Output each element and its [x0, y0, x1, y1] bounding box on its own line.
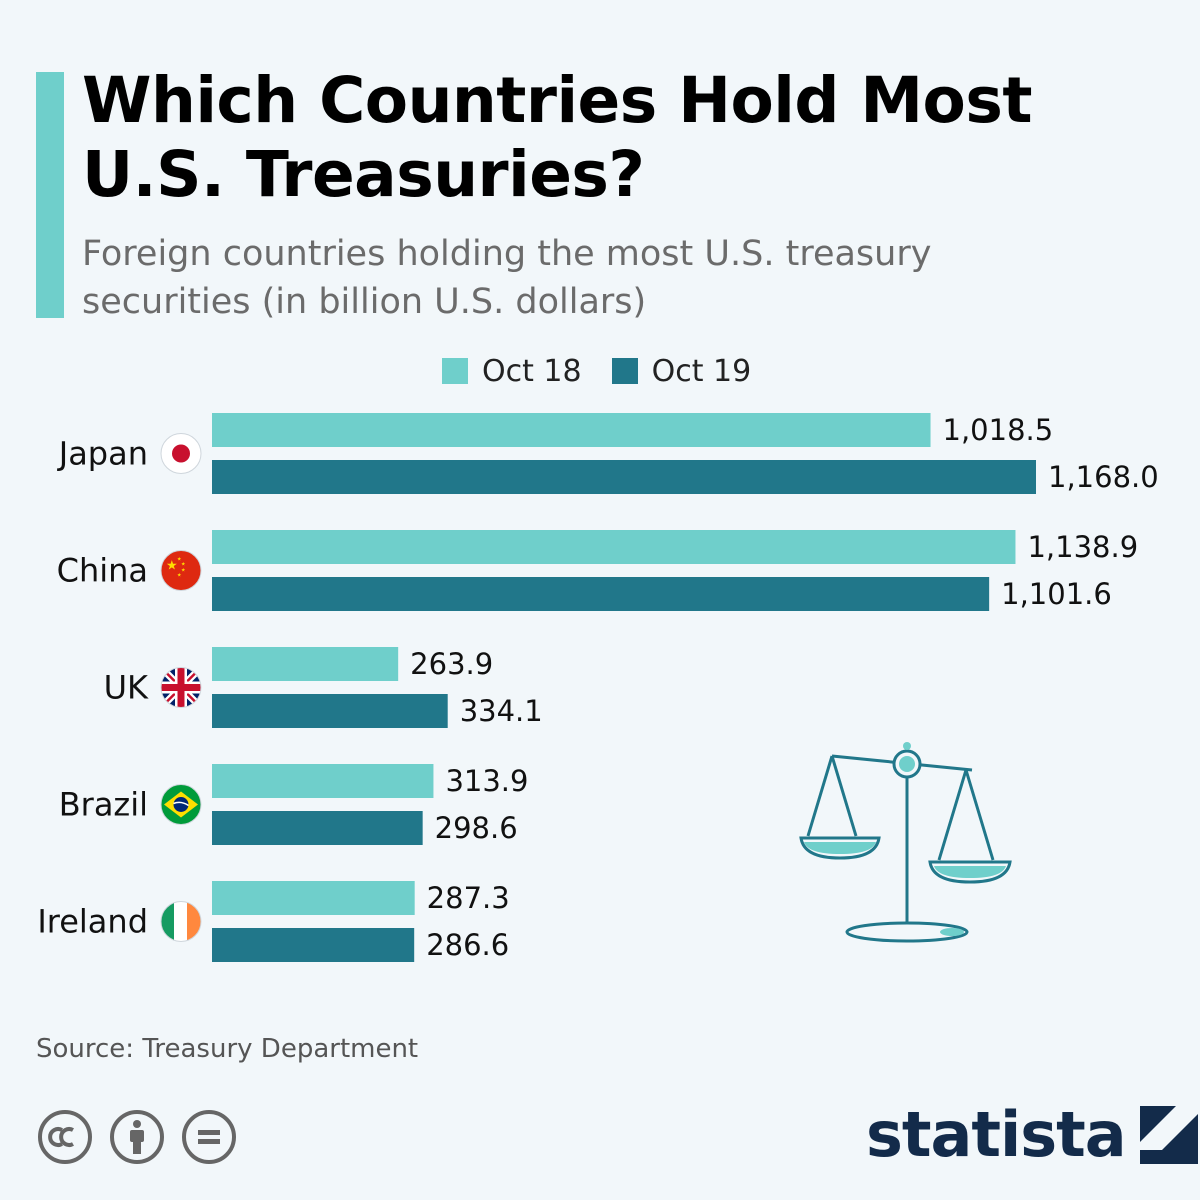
cc-icon[interactable]: [36, 1108, 94, 1166]
value-label-japan-oct19: 1,168.0: [1048, 460, 1159, 494]
legend-item-oct18: Oct 18: [442, 354, 582, 389]
accent-bar: [36, 72, 64, 318]
legend-item-oct19: Oct 19: [611, 353, 752, 389]
svg-text:★: ★: [181, 562, 186, 568]
bar-ireland-oct18: [212, 881, 415, 915]
bar-uk-oct18: [212, 647, 399, 681]
scale-icon: [799, 742, 1012, 943]
svg-text:★: ★: [166, 559, 178, 574]
bar-japan-oct18: [212, 413, 931, 447]
value-label-uk-oct19: 334.1: [460, 694, 543, 728]
svg-text:★: ★: [177, 573, 182, 579]
svg-text:★: ★: [177, 557, 182, 563]
svg-text:★: ★: [181, 568, 186, 574]
flag-ireland-icon: [160, 901, 202, 942]
no-derivatives-icon[interactable]: [180, 1108, 238, 1166]
legend: Oct 18 Oct 19: [442, 351, 781, 391]
value-label-brazil-oct18: 313.9: [445, 764, 528, 798]
flag-japan-icon: [160, 433, 202, 474]
value-label-ireland-oct19: 286.6: [426, 928, 509, 962]
flag-china-icon: ★ ★★★★: [160, 550, 202, 591]
legend-swatch-oct18: [442, 358, 468, 384]
category-label-ireland: Ireland: [37, 903, 148, 941]
legend-label-oct18: Oct 18: [482, 353, 582, 389]
flag-uk-icon: [160, 667, 202, 708]
value-label-japan-oct18: 1,018.5: [943, 413, 1054, 447]
category-label-brazil: Brazil: [59, 786, 148, 824]
bar-uk-oct19: [212, 694, 448, 728]
value-label-ireland-oct18: 287.3: [427, 881, 510, 915]
source-note: Source: Treasury Department: [36, 1034, 419, 1064]
category-label-uk: UK: [104, 669, 149, 707]
category-label-japan: Japan: [57, 435, 148, 473]
bar-brazil-oct19: [212, 811, 423, 845]
bar-brazil-oct18: [212, 764, 434, 798]
bar-china-oct18: [212, 530, 1016, 564]
bar-ireland-oct19: [212, 928, 415, 962]
bar-japan-oct19: [212, 460, 1036, 494]
statista-logo-icon: [1139, 1105, 1198, 1164]
attribution-icon[interactable]: [108, 1108, 166, 1166]
chart-title: Which Countries Hold Most U.S. Treasurie…: [82, 64, 1032, 211]
brand-wordmark: statista: [866, 1098, 1127, 1171]
legend-label-oct19: Oct 19: [651, 353, 752, 389]
brand[interactable]: statista: [866, 1098, 1198, 1171]
flag-brazil-icon: [160, 784, 202, 825]
value-label-brazil-oct19: 298.6: [435, 811, 518, 845]
chart-subtitle: Foreign countries holding the most U.S. …: [82, 234, 932, 322]
legend-swatch-oct19: [611, 358, 638, 384]
value-label-china-oct18: 1,138.9: [1027, 530, 1138, 564]
value-label-china-oct19: 1,101.6: [1001, 577, 1112, 611]
license-icons: [36, 1108, 252, 1166]
bar-china-oct19: [212, 577, 990, 611]
value-label-uk-oct18: 263.9: [410, 647, 493, 681]
category-label-china: China: [57, 552, 148, 590]
